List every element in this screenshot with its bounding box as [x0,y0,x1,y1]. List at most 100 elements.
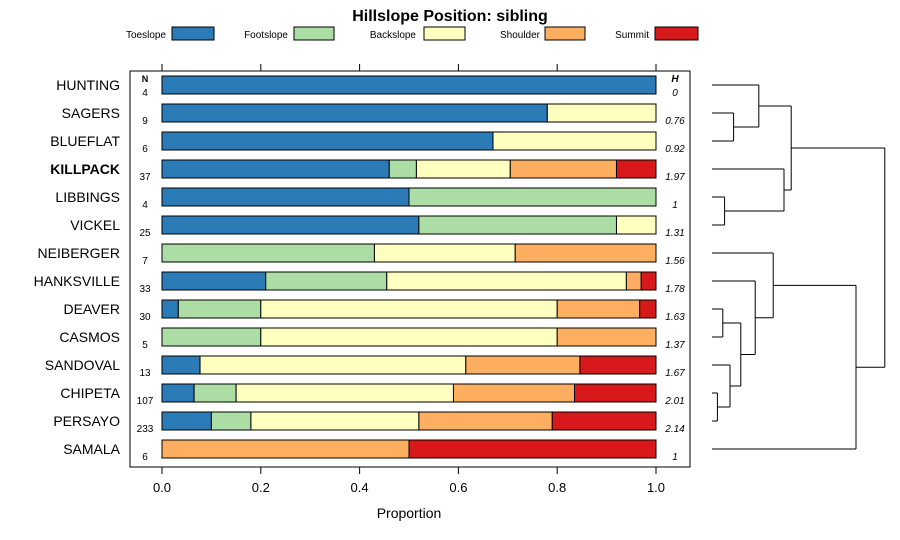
bar-row: KILLPACK 37 1.97 [50,159,685,183]
bar-segment-footslope [265,271,388,291]
category-label: SAMALA [63,441,120,457]
h-value: 0.92 [665,144,685,155]
bar-segment-backslope [199,355,467,375]
bar-segment-toeslope [161,103,548,123]
h-value: 1.37 [665,340,685,351]
bar-segment-toeslope [161,131,494,151]
n-value: 37 [139,172,151,183]
h-value: 1.78 [665,284,685,295]
bar-segment-summit [615,159,657,179]
bar-row: CHIPETA 107 2.01 [60,383,685,407]
bar-segment-backslope [373,243,516,263]
h-value: 1 [672,200,678,211]
x-tick-label: 0.2 [252,480,270,495]
bar-segment-toeslope [161,271,267,291]
n-value: 7 [142,256,148,267]
bar-segment-backslope [615,215,657,235]
bar-segment-footslope [177,299,262,319]
bar-rows: HUNTING 4 0 SAGERS 9 0.76 BLUEFLAT 6 0.92 KILLPAC… [34,75,685,463]
bar-segment-backslope [492,131,657,151]
h-value: 1.56 [665,256,685,267]
bar-segment-toeslope [161,187,410,207]
bar-segment-backslope [250,411,420,431]
bar-row: CASMOS 5 1.37 [59,327,685,351]
n-value: 5 [142,340,148,351]
bar-segment-toeslope [161,75,657,95]
bar-row: SANDOVAL 13 1.67 [45,355,685,379]
bar-segment-shoulder [514,243,657,263]
bar-segment-shoulder [509,159,617,179]
legend: Toeslope Footslope Backslope Shoulder Summit [126,26,699,41]
bar-segment-summit [573,383,657,403]
legend-swatch-backslope [423,26,466,41]
bar-segment-backslope [386,271,627,291]
category-label: KILLPACK [50,161,120,177]
x-tick-label: 0.0 [153,480,171,495]
category-label: HUNTING [56,77,120,93]
category-label: VICKEL [70,217,120,233]
bar-segment-backslope [260,327,558,347]
legend-swatch-toeslope [171,26,215,41]
h-value: 1 [672,452,678,463]
n-header: N [142,74,149,84]
category-label: NEIBERGER [38,245,120,261]
category-label: CASMOS [59,329,120,345]
bar-segment-shoulder [418,411,553,431]
n-value: 107 [137,396,154,407]
bar-row: DEAVER 30 1.63 [63,299,685,323]
x-tick-label: 1.0 [647,480,665,495]
category-label: BLUEFLAT [50,133,120,149]
bar-segment-footslope [210,411,252,431]
bar-segment-shoulder [556,299,641,319]
h-value: 1.31 [665,228,684,239]
x-tick-label: 0.6 [449,480,467,495]
legend-label-toeslope: Toeslope [126,30,166,41]
n-value: 9 [142,116,148,127]
category-label: LIBBINGS [55,189,120,205]
bar-segment-footslope [388,159,417,179]
bar-segment-shoulder [161,439,410,459]
n-value: 13 [139,368,151,379]
x-tick-label: 0.4 [351,480,369,495]
x-axis: 0.0 0.2 0.4 0.6 0.8 1.0 [153,64,665,495]
h-value: 1.67 [665,368,685,379]
bar-segment-footslope [193,383,237,403]
bar-segment-shoulder [556,327,657,347]
category-label: SANDOVAL [45,357,120,373]
bar-segment-toeslope [161,411,212,431]
h-value: 2.01 [664,396,684,407]
n-value: 4 [142,200,148,211]
bar-row: HANKSVILLE 33 1.78 [34,271,685,295]
bar-segment-shoulder [465,355,581,375]
h-header: H [671,74,679,85]
category-label: PERSAYO [53,413,120,429]
legend-label-shoulder: Shoulder [500,30,541,41]
bar-row: SAMALA 6 1 [63,439,678,463]
bar-segment-footslope [161,327,262,347]
bar-segment-summit [408,439,657,459]
bar-segment-summit [639,299,657,319]
legend-label-summit: Summit [615,30,649,41]
bar-row: NEIBERGER 7 1.56 [38,243,685,267]
n-value: 33 [139,284,151,295]
bar-row: BLUEFLAT 6 0.92 [50,131,685,155]
n-value: 6 [142,452,148,463]
category-label: HANKSVILLE [34,273,120,289]
dendrogram [712,84,886,450]
bar-segment-toeslope [161,215,420,235]
bar-segment-toeslope [161,159,390,179]
bar-segment-shoulder [452,383,575,403]
legend-label-footslope: Footslope [244,30,288,41]
h-value: 0 [672,88,678,99]
n-value: 25 [139,228,151,239]
n-value: 4 [142,88,148,99]
plot-frame [129,70,691,468]
h-value: 1.97 [665,172,685,183]
n-value: 30 [139,312,151,323]
bar-segment-backslope [235,383,454,403]
bar-row: VICKEL 25 1.31 [70,215,685,239]
bar-row: PERSAYO 233 2.14 [53,411,685,435]
bar-segment-backslope [415,159,511,179]
legend-swatch-summit [654,26,699,41]
